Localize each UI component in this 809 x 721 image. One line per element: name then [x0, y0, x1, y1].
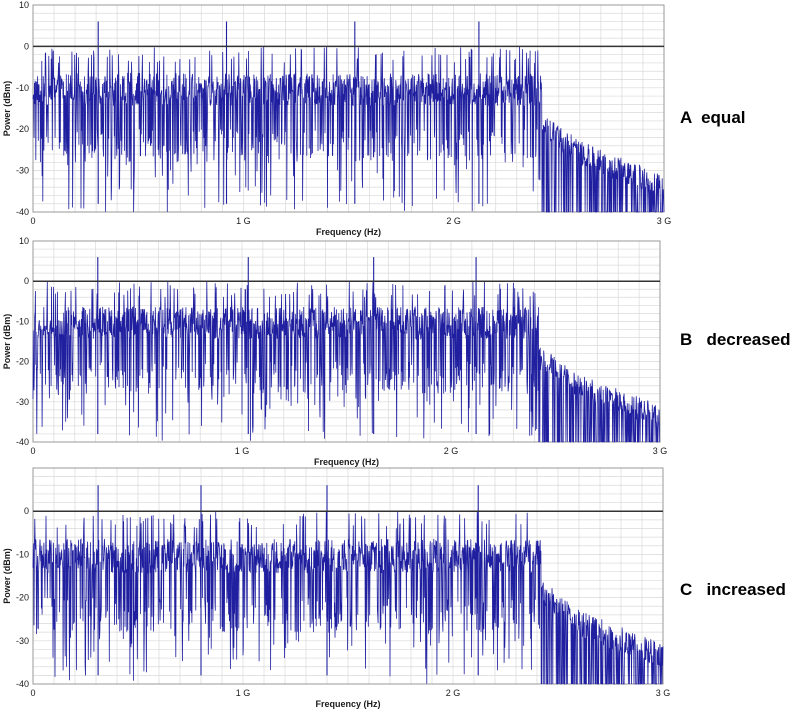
- spectrum-trace: [32, 281, 661, 443]
- panel-label: B decreased: [680, 330, 791, 349]
- y-tick-label: 0: [24, 506, 29, 516]
- y-tick-label: -40: [16, 437, 29, 447]
- x-axis-title: Frequency (Hz): [314, 457, 379, 467]
- x-tick-label: 0: [30, 688, 35, 698]
- panel-label: A equal: [680, 108, 746, 127]
- x-tick-label: 3 G: [657, 216, 672, 226]
- y-axis-title: Power (dBm): [2, 314, 12, 370]
- plot-frame: [32, 4, 665, 213]
- spectrum-trace: [32, 46, 665, 213]
- y-tick-label: 10: [19, 0, 29, 10]
- y-tick-label: -40: [16, 679, 29, 689]
- x-tick-label: 2 G: [446, 688, 461, 698]
- y-tick-label: -30: [16, 636, 29, 646]
- x-tick-label: 3 G: [656, 688, 671, 698]
- x-tick-label: 3 G: [653, 446, 668, 456]
- y-tick-label: -40: [16, 207, 29, 217]
- y-axis-title: Power (dBm): [2, 81, 12, 137]
- x-axis-title: Frequency (Hz): [316, 227, 381, 237]
- y-axis-title: Power (dBm): [2, 548, 12, 604]
- y-tick-label: -20: [16, 124, 29, 134]
- y-tick-label: 10: [19, 236, 29, 246]
- y-tick-label: -10: [16, 316, 29, 326]
- spectrum-trace: [32, 511, 664, 685]
- x-tick-label: 2 G: [446, 216, 461, 226]
- y-tick-label: -20: [16, 357, 29, 367]
- x-tick-label: 2 G: [444, 446, 459, 456]
- y-tick-label: -30: [16, 397, 29, 407]
- y-tick-label: -10: [16, 549, 29, 559]
- y-tick-label: -10: [16, 83, 29, 93]
- x-tick-label: 0: [30, 446, 35, 456]
- x-tick-label: 0: [30, 216, 35, 226]
- y-tick-label: 0: [24, 276, 29, 286]
- x-tick-label: 1 G: [236, 688, 251, 698]
- x-tick-label: 1 G: [235, 446, 250, 456]
- y-tick-label: 0: [24, 41, 29, 51]
- panel-label: C increased: [680, 580, 786, 599]
- y-tick-label: -20: [16, 593, 29, 603]
- plot-frame: [32, 467, 664, 685]
- y-tick-label: -30: [16, 166, 29, 176]
- x-axis-title: Frequency (Hz): [315, 699, 380, 709]
- x-tick-label: 1 G: [236, 216, 251, 226]
